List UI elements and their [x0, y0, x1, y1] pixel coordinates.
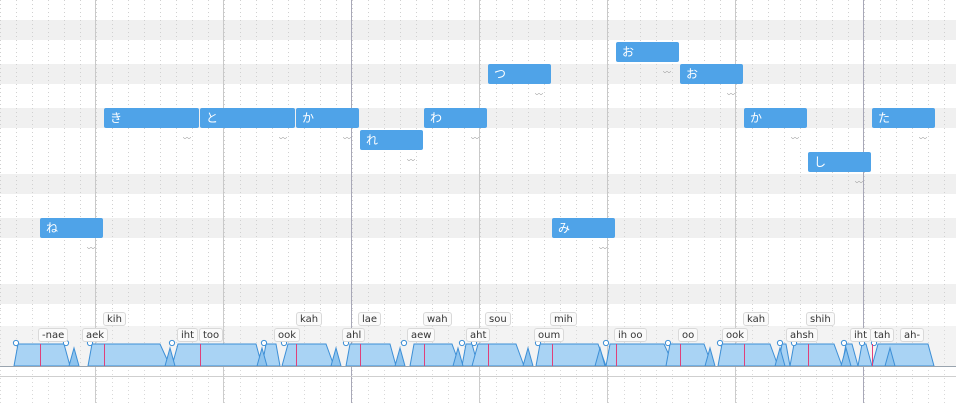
note[interactable]: れ	[360, 130, 423, 150]
note[interactable]: か	[744, 108, 807, 128]
vibrato-icon[interactable]: 〰	[727, 90, 735, 99]
note[interactable]: つ	[488, 64, 551, 84]
phoneme-label[interactable]: oum	[534, 328, 565, 342]
phoneme-label[interactable]: aht	[466, 328, 491, 342]
vibrato-icon[interactable]: 〰	[791, 134, 799, 143]
pitch-row-stripe	[0, 218, 956, 238]
phoneme-label[interactable]: ih oo	[614, 328, 647, 342]
vibrato-icon[interactable]: 〰	[407, 156, 415, 165]
phoneme-envelope[interactable]	[345, 343, 397, 367]
phoneme-label[interactable]: lae	[358, 312, 382, 326]
phoneme-label[interactable]: shih	[806, 312, 835, 326]
envelope-control-point[interactable]	[602, 339, 610, 347]
envelope-control-point[interactable]	[840, 339, 848, 347]
phoneme-envelope[interactable]	[171, 343, 263, 367]
phoneme-label[interactable]: iht	[177, 328, 199, 342]
phoneme-envelope[interactable]	[717, 343, 779, 367]
vibrato-icon[interactable]: 〰	[535, 90, 543, 99]
vibrato-icon[interactable]: 〰	[663, 68, 671, 77]
phoneme-label[interactable]: ahl	[342, 328, 366, 342]
note[interactable]: き	[104, 108, 199, 128]
phoneme-envelope[interactable]	[665, 343, 713, 367]
phoneme-label[interactable]: oo	[678, 328, 699, 342]
vibrato-icon[interactable]: 〰	[279, 134, 287, 143]
phoneme-label[interactable]: kah	[296, 312, 323, 326]
phoneme-label[interactable]: tah	[870, 328, 895, 342]
pitch-row-stripe	[0, 20, 956, 40]
vibrato-icon[interactable]: 〰	[183, 134, 191, 143]
phoneme-band	[0, 310, 956, 326]
phoneme-label[interactable]: iht	[850, 328, 872, 342]
note[interactable]: た	[872, 108, 935, 128]
vibrato-icon[interactable]: 〰	[855, 178, 863, 187]
phoneme-label[interactable]: aek	[82, 328, 109, 342]
note[interactable]: お	[616, 42, 679, 62]
envelope-control-point[interactable]	[458, 339, 466, 347]
envelope-control-point[interactable]	[12, 339, 20, 347]
note[interactable]: お	[680, 64, 743, 84]
envelope-control-point[interactable]	[168, 339, 176, 347]
pitch-row-stripe	[0, 64, 956, 84]
pitch-row-stripe	[0, 174, 956, 194]
phoneme-label[interactable]: -nae	[38, 328, 69, 342]
note[interactable]: み	[552, 218, 615, 238]
note[interactable]: し	[808, 152, 871, 172]
vibrato-icon[interactable]: 〰	[471, 134, 479, 143]
phoneme-label[interactable]: ahsh	[786, 328, 819, 342]
phoneme-envelope[interactable]	[409, 343, 461, 367]
envelope-control-point[interactable]	[400, 339, 408, 347]
phoneme-envelope[interactable]	[471, 343, 525, 367]
phoneme-label[interactable]: sou	[485, 312, 511, 326]
phoneme-envelope-track[interactable]	[0, 310, 956, 403]
vibrato-icon[interactable]: 〰	[87, 244, 95, 253]
note[interactable]: ね	[40, 218, 103, 238]
envelope-control-point[interactable]	[664, 339, 672, 347]
phoneme-label[interactable]: kih	[103, 312, 126, 326]
envelope-control-point[interactable]	[776, 339, 784, 347]
phoneme-label[interactable]: ook	[722, 328, 749, 342]
phoneme-label[interactable]: aew	[407, 328, 436, 342]
phoneme-label[interactable]: kah	[743, 312, 770, 326]
phoneme-label[interactable]: wah	[423, 312, 452, 326]
phoneme-envelope[interactable]	[87, 343, 171, 367]
piano-roll[interactable]: ね き と か れ わ つ み お お か し た 〰 〰 〰 〰 〰 〰 〰 …	[0, 0, 956, 310]
pitch-row-stripe	[0, 284, 956, 304]
phoneme-envelope[interactable]	[13, 343, 71, 367]
phoneme-label[interactable]: too	[199, 328, 224, 342]
envelope-control-point[interactable]	[260, 339, 268, 347]
vibrato-icon[interactable]: 〰	[599, 244, 607, 253]
note[interactable]: と	[200, 108, 295, 128]
vibrato-icon[interactable]: 〰	[343, 134, 351, 143]
vibrato-icon[interactable]: 〰	[919, 134, 927, 143]
note[interactable]: わ	[424, 108, 487, 128]
phoneme-envelope[interactable]	[281, 343, 335, 367]
phoneme-envelope[interactable]	[789, 343, 843, 367]
phoneme-label[interactable]: ook	[274, 328, 301, 342]
phoneme-envelope[interactable]	[871, 343, 935, 367]
phoneme-panel[interactable]: -nae aek kih iht too ook kah ahl lae aew…	[0, 310, 956, 403]
phoneme-label[interactable]: mih	[550, 312, 577, 326]
envelope-control-point[interactable]	[716, 339, 724, 347]
note[interactable]: か	[296, 108, 359, 128]
phoneme-label[interactable]: ah-	[900, 328, 925, 342]
